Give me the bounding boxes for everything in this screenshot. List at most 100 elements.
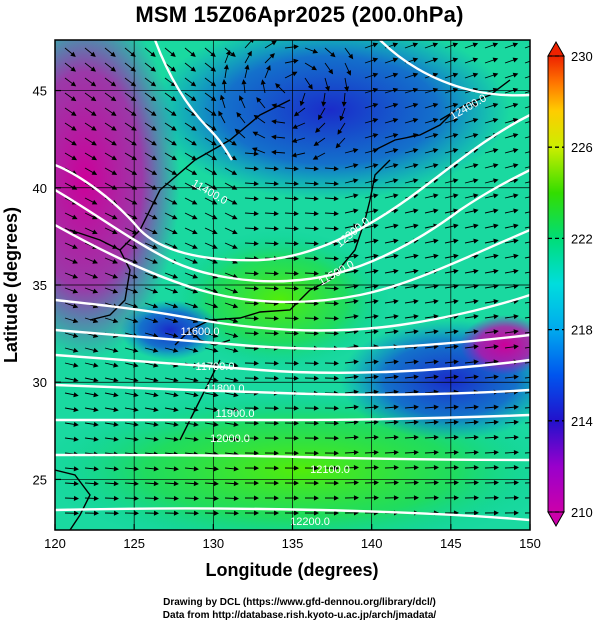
wind-arrow-head xyxy=(293,360,299,366)
wind-arrow-head xyxy=(193,377,199,383)
wind-arrow-head xyxy=(373,465,379,471)
wind-arrow-head xyxy=(293,330,299,336)
wind-arrow-shaft xyxy=(524,136,530,139)
wind-arrow-head xyxy=(192,273,199,279)
wind-arrow-head xyxy=(193,481,199,487)
wind-arrow-head xyxy=(112,273,119,279)
wind-arrow-head xyxy=(293,240,299,247)
y-tick-labels: 25 30 35 40 45 xyxy=(33,84,47,488)
wind-arrow-head xyxy=(110,51,116,57)
wind-arrow-head xyxy=(353,163,359,169)
wind-arrow-head xyxy=(473,419,479,425)
wind-arrow-head xyxy=(393,299,399,305)
wind-arrow-head xyxy=(232,318,239,324)
wind-arrow-head xyxy=(192,333,199,338)
wind-arrow-head xyxy=(452,72,459,78)
wind-arrow-head xyxy=(534,194,538,198)
wind-arrow-head xyxy=(253,181,259,187)
wind-arrow-head xyxy=(293,270,299,277)
wind-arrow-head xyxy=(333,495,339,501)
wind-arrow-head xyxy=(210,51,216,57)
wind-arrow-head xyxy=(172,333,179,338)
wind-arrow-head xyxy=(492,102,499,108)
wind-arrow-head xyxy=(493,193,499,199)
wind-arrow-head xyxy=(393,389,399,395)
wind-arrow-head xyxy=(223,64,229,70)
wind-arrow-head xyxy=(513,193,519,199)
wind-arrow-head xyxy=(152,259,158,264)
wind-arrow-head xyxy=(293,480,299,486)
wind-arrow-head xyxy=(232,229,238,235)
wind-arrow-head xyxy=(333,375,339,381)
wind-arrow-head xyxy=(172,303,179,309)
wind-arrow-head xyxy=(293,255,299,262)
wind-arrow-head xyxy=(473,359,479,365)
wind-arrow-head xyxy=(152,244,158,249)
wind-arrow-head xyxy=(453,193,459,199)
wind-arrow-head xyxy=(433,374,439,380)
wind-arrow-head xyxy=(333,300,339,306)
wind-arrow-head xyxy=(372,102,379,108)
wind-arrow-head xyxy=(273,181,279,187)
wind-arrow-head xyxy=(273,420,279,426)
wind-arrow-head xyxy=(333,226,339,232)
colorbar-tick-label: 230 xyxy=(571,49,593,64)
wind-arrow-head xyxy=(353,178,359,184)
wind-arrow-head xyxy=(231,140,237,146)
wind-arrow-head xyxy=(353,193,359,199)
wind-arrow-head xyxy=(92,259,98,264)
wind-arrow-head xyxy=(392,133,399,138)
wind-arrow-head xyxy=(231,185,238,190)
wind-arrow-head xyxy=(373,434,379,440)
wind-arrow-head xyxy=(150,51,156,57)
wind-arrow-head xyxy=(253,360,259,366)
wind-arrow-shaft xyxy=(524,196,530,199)
wind-arrow-head xyxy=(233,481,239,487)
wind-arrow-head xyxy=(152,288,159,294)
wind-arrow-head xyxy=(150,110,157,116)
wind-arrow-head xyxy=(153,421,159,427)
wind-arrow-head xyxy=(344,86,350,92)
wind-arrow-head xyxy=(393,178,399,184)
wind-arrow-head xyxy=(210,110,217,116)
wind-arrow-head xyxy=(192,244,198,249)
wind-arrow-head xyxy=(152,318,159,324)
wind-arrow-head xyxy=(353,268,359,274)
wind-arrow-head xyxy=(232,303,239,309)
wind-arrow-head xyxy=(113,377,119,383)
wind-arrow-shaft xyxy=(524,316,530,319)
wind-arrow-head xyxy=(307,84,313,90)
wind-arrow-head xyxy=(293,375,299,381)
wind-arrow-shaft xyxy=(524,105,530,109)
wind-arrow-head xyxy=(433,314,439,320)
wind-arrow-head xyxy=(513,253,519,259)
wind-arrow-head xyxy=(173,347,179,353)
wind-arrow-head xyxy=(512,148,519,154)
wind-arrow-head xyxy=(131,125,137,131)
wind-arrow-head xyxy=(333,465,339,471)
wind-arrow-head xyxy=(71,125,77,131)
height-contour-line xyxy=(55,353,530,374)
wind-arrow-head xyxy=(413,163,419,169)
y-tick-label: 45 xyxy=(33,84,47,99)
wind-arrow-head xyxy=(190,51,196,57)
wind-arrow-head xyxy=(271,103,277,109)
height-contour-line xyxy=(153,40,234,161)
wind-arrow-head xyxy=(212,288,219,294)
map-plot-area: 11400.011500.011600.011700.011800.011900… xyxy=(55,40,538,530)
wind-arrow-head xyxy=(472,133,479,138)
wind-arrow-head xyxy=(273,166,279,172)
wind-arrow-head xyxy=(512,42,519,48)
wind-arrow-head xyxy=(353,314,359,320)
wind-arrow-head xyxy=(92,229,98,235)
wind-arrow-head xyxy=(393,359,399,365)
wind-arrow-head xyxy=(373,163,379,169)
wind-arrow-head xyxy=(90,110,97,116)
wind-arrow-head xyxy=(452,117,459,123)
wind-arrow-head xyxy=(493,449,499,456)
wind-arrow-head xyxy=(130,110,137,116)
wind-arrow-head xyxy=(413,434,419,440)
wind-arrow-head xyxy=(412,87,419,93)
wind-arrow-head xyxy=(492,148,499,154)
wind-arrow-head xyxy=(212,333,219,338)
